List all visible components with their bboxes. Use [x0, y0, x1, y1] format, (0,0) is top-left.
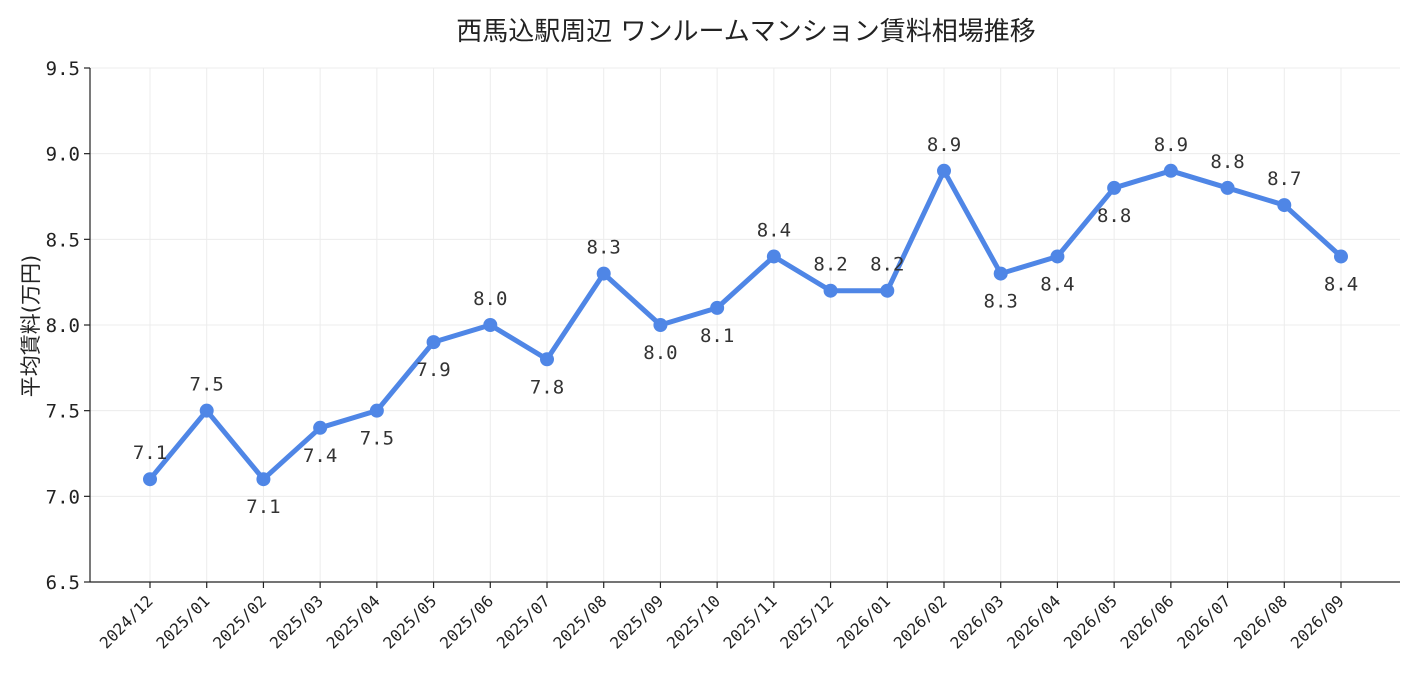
data-labels: 7.1 7.5 7.1 7.4 7.5 7.9 8.0 7.8 8.3 8.0 8.1 8.4 8.2 8…: [133, 134, 1358, 518]
data-label: 7.5: [190, 374, 224, 396]
x-tick-label: 2025/08: [549, 591, 610, 652]
x-tick-label: 2025/06: [436, 591, 497, 652]
data-point: [256, 472, 271, 487]
x-tick-label: 2026/02: [890, 591, 951, 652]
x-tick-labels: 2024/122025/012025/022025/032025/042025/…: [96, 591, 1348, 652]
data-point: [710, 300, 725, 315]
axes: [84, 67, 1400, 588]
data-point: [313, 420, 328, 435]
data-point: [880, 283, 895, 298]
data-point: [766, 249, 781, 264]
data-point: [653, 318, 668, 332]
data-point: [369, 403, 384, 418]
data-point: [596, 266, 611, 281]
data-point: [1107, 180, 1122, 195]
x-tick-label: 2025/03: [266, 591, 327, 652]
data-label: 8.9: [1154, 134, 1188, 156]
y-tick-labels: 6.5 7.0 7.5 8.0 8.5 9.0 9.5: [46, 58, 80, 594]
x-tick-label: 2025/05: [379, 591, 440, 652]
x-tick-label: 2026/06: [1117, 591, 1178, 652]
data-points: [143, 163, 1348, 487]
x-tick-label: 2026/01: [833, 591, 894, 652]
data-point: [426, 335, 441, 350]
data-label: 8.7: [1267, 168, 1301, 190]
y-tick-label: 8.5: [46, 229, 80, 251]
series-line-group: [147, 168, 1344, 482]
y-tick-label: 9.5: [46, 58, 80, 80]
data-label: 7.4: [303, 445, 337, 467]
data-point: [1334, 249, 1348, 264]
data-label: 8.4: [1040, 273, 1074, 295]
y-axis-label: 平均賃料(万円): [19, 255, 43, 397]
data-label: 8.2: [813, 254, 847, 276]
data-point: [1163, 163, 1178, 178]
x-tick-label: 2024/12: [96, 591, 157, 652]
x-tick-label: 2025/02: [209, 591, 270, 652]
data-point: [1050, 249, 1065, 264]
x-tick-label: 2025/10: [663, 591, 724, 652]
data-point: [993, 266, 1008, 281]
data-point: [937, 163, 951, 178]
x-tick-label: 2026/03: [946, 591, 1007, 652]
data-label: 7.8: [530, 376, 564, 398]
grid-lines: [90, 67, 1400, 583]
data-label: 8.0: [473, 288, 507, 310]
data-label: 8.9: [927, 134, 961, 156]
y-tick-label: 7.0: [46, 486, 80, 508]
data-point: [1220, 180, 1235, 195]
x-tick-label: 2026/08: [1230, 591, 1291, 652]
y-tick-label: 8.0: [46, 315, 80, 337]
x-tick-label: 2025/12: [776, 591, 837, 652]
x-tick-label: 2025/07: [493, 591, 554, 652]
x-tick-label: 2025/11: [720, 591, 781, 652]
data-point: [540, 352, 554, 367]
data-label: 8.4: [757, 219, 791, 241]
y-tick-label: 7.5: [46, 401, 80, 423]
series-line: [147, 168, 1344, 482]
x-tick-label: 2026/04: [1003, 591, 1064, 652]
data-label: 8.8: [1097, 205, 1131, 227]
x-tick-label: 2026/09: [1287, 591, 1348, 652]
data-point: [199, 403, 214, 418]
x-tick-label: 2026/07: [1173, 591, 1234, 652]
y-tick-label: 9.0: [46, 144, 80, 166]
data-label: 7.1: [133, 442, 167, 464]
x-tick-label: 2025/01: [152, 591, 213, 652]
y-tick-label: 6.5: [46, 572, 80, 594]
data-label: 8.4: [1324, 273, 1358, 295]
data-point: [483, 318, 498, 332]
data-label: 8.1: [700, 325, 734, 347]
data-point: [1277, 198, 1292, 213]
data-label: 8.0: [643, 342, 677, 364]
data-label: 8.2: [870, 254, 904, 276]
x-tick-label: 2026/05: [1060, 591, 1121, 652]
data-label: 8.3: [984, 291, 1018, 313]
x-tick-label: 2025/04: [323, 591, 384, 652]
chart-title: 西馬込駅周辺 ワンルームマンション賃料相場推移: [456, 17, 1036, 47]
data-label: 8.3: [587, 237, 621, 259]
data-label: 7.9: [416, 359, 450, 381]
data-label: 8.8: [1210, 151, 1244, 173]
data-point: [143, 472, 157, 487]
data-label: 7.1: [246, 496, 280, 518]
x-tick-label: 2025/09: [606, 591, 667, 652]
data-label: 7.5: [360, 428, 394, 450]
data-point: [823, 283, 838, 298]
